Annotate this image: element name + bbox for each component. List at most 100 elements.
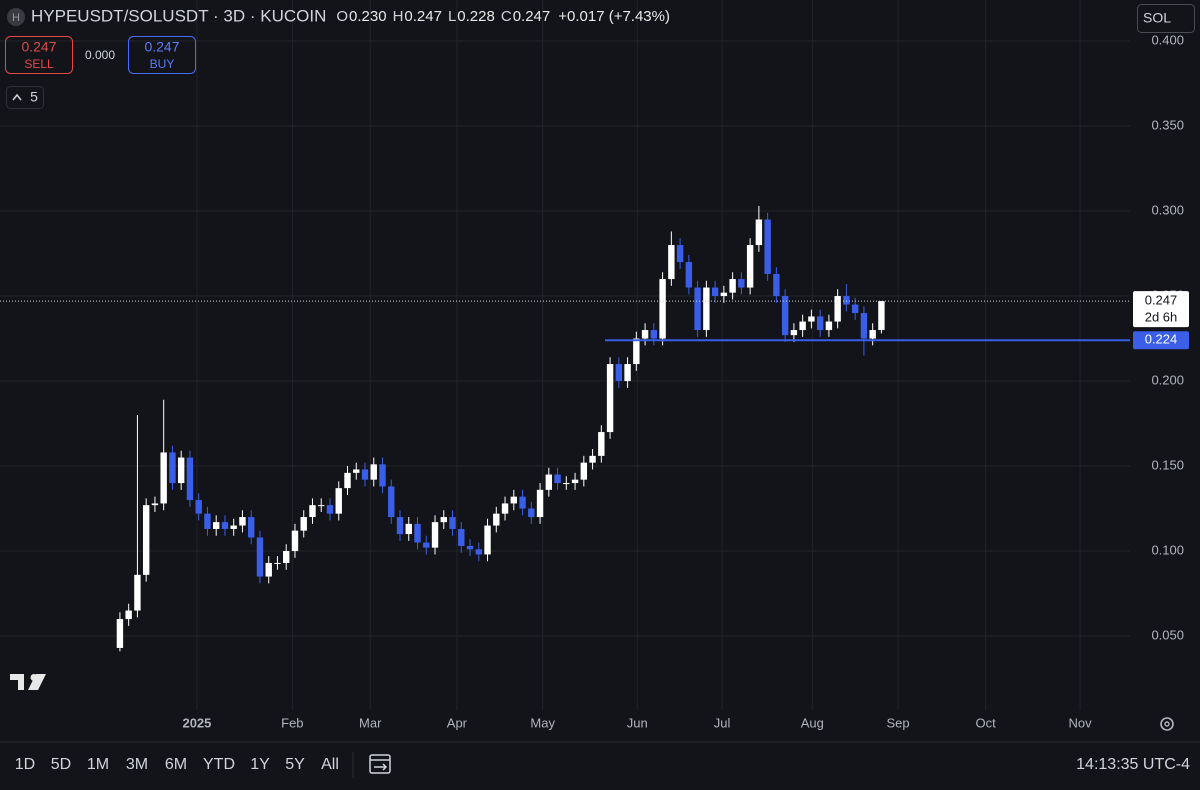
sell-label: SELL (24, 57, 54, 71)
candle-body (843, 296, 850, 305)
candle-body (764, 219, 771, 274)
candle-body (615, 364, 623, 382)
candle-body (633, 338, 640, 365)
candle-body (335, 488, 342, 514)
ohlc-value: 0.228 (457, 8, 495, 25)
candle-body (318, 505, 325, 507)
candle-body (484, 525, 491, 555)
range-button[interactable]: 1Y (250, 756, 270, 773)
candle-body (790, 330, 798, 336)
candle-body (685, 262, 693, 288)
range-button[interactable]: All (321, 756, 339, 773)
range-button[interactable]: 5Y (285, 756, 305, 773)
buy-button[interactable] (128, 36, 196, 74)
candle-body (755, 219, 763, 246)
ohlc-label: O (336, 8, 348, 25)
candle-body (204, 513, 211, 529)
candle-body (396, 517, 404, 535)
ohlc-label: H (393, 8, 404, 25)
settings-icon[interactable] (1160, 717, 1174, 731)
candle-body (134, 574, 141, 611)
y-tick-label: 0.350 (1151, 117, 1184, 132)
hline-price-label: 0.224 (1145, 332, 1178, 347)
candle-body (781, 296, 789, 336)
candle-body (344, 472, 351, 489)
candle-body (151, 503, 159, 506)
x-tick-label: Oct (975, 715, 996, 730)
candle-body (650, 330, 658, 339)
range-button[interactable]: 6M (165, 756, 187, 773)
candle-body (554, 474, 561, 484)
candle-body (738, 279, 745, 288)
indicator-count: 5 (30, 89, 38, 105)
candle-body (545, 474, 553, 490)
y-tick-label: 0.300 (1151, 202, 1184, 217)
buy-price: 0.247 (144, 39, 179, 55)
range-button[interactable]: YTD (203, 756, 235, 773)
candle-body (414, 523, 421, 543)
candle-body (571, 479, 579, 484)
date-range-icon[interactable] (369, 754, 391, 774)
candle-body (405, 523, 412, 535)
candle-body (423, 542, 430, 548)
candle-body (169, 452, 176, 484)
candle-body (694, 287, 701, 331)
candle-body (641, 330, 649, 339)
candle-body (186, 457, 194, 501)
x-tick-label: Jun (627, 715, 648, 730)
range-button[interactable]: 1M (87, 756, 109, 773)
candle-body (239, 517, 246, 526)
candle-body (746, 245, 754, 288)
candle-body (878, 301, 885, 331)
candle-body (283, 551, 290, 563)
range-button[interactable]: 3M (126, 756, 148, 773)
candle-body (466, 545, 474, 550)
range-button[interactable]: 1D (15, 756, 35, 773)
range-button[interactable]: 5D (51, 756, 71, 773)
candles (0, 205, 1130, 652)
candle-body (440, 517, 447, 523)
candle-body (449, 517, 456, 529)
currency-button[interactable] (1137, 4, 1195, 33)
candle-body (212, 522, 220, 529)
candle-body (274, 562, 281, 564)
candle-body (816, 316, 824, 331)
candle-body (431, 522, 439, 548)
y-tick-label: 0.100 (1151, 542, 1184, 557)
candle-body (309, 505, 316, 518)
y-tick-label: 0.050 (1151, 627, 1184, 642)
candle-body (116, 619, 124, 648)
candle-body (563, 483, 570, 485)
candle-body (256, 537, 264, 577)
candle-body (825, 321, 833, 331)
indicator-toggle[interactable] (6, 86, 44, 109)
candle-body (265, 562, 272, 577)
candle-body (869, 330, 876, 339)
chevron (12, 93, 22, 101)
candle-body (703, 287, 710, 331)
ohlc-label: C (501, 8, 512, 25)
ohlc-value: 0.230 (349, 8, 387, 25)
candle-body (799, 321, 806, 331)
calendar-arrow (374, 763, 388, 771)
candle-body (221, 522, 229, 529)
clock: 14:13:35 UTC-4 (1076, 756, 1190, 773)
candle-body (353, 469, 360, 473)
x-tick-label: Sep (886, 715, 909, 730)
candle-body (300, 517, 307, 531)
candle-body (720, 292, 728, 297)
candle-body (589, 455, 596, 463)
candle-body (624, 364, 631, 382)
candle-body (370, 464, 377, 480)
candle-body (195, 500, 202, 514)
candle-body (361, 469, 369, 480)
candle-body (528, 508, 535, 518)
buy-label: BUY (150, 57, 175, 71)
current-price-label: 0.247 (1145, 293, 1178, 308)
candle-body (125, 610, 132, 620)
candle-body (493, 513, 500, 526)
candle-body (519, 496, 526, 509)
sell-button[interactable] (5, 36, 73, 74)
